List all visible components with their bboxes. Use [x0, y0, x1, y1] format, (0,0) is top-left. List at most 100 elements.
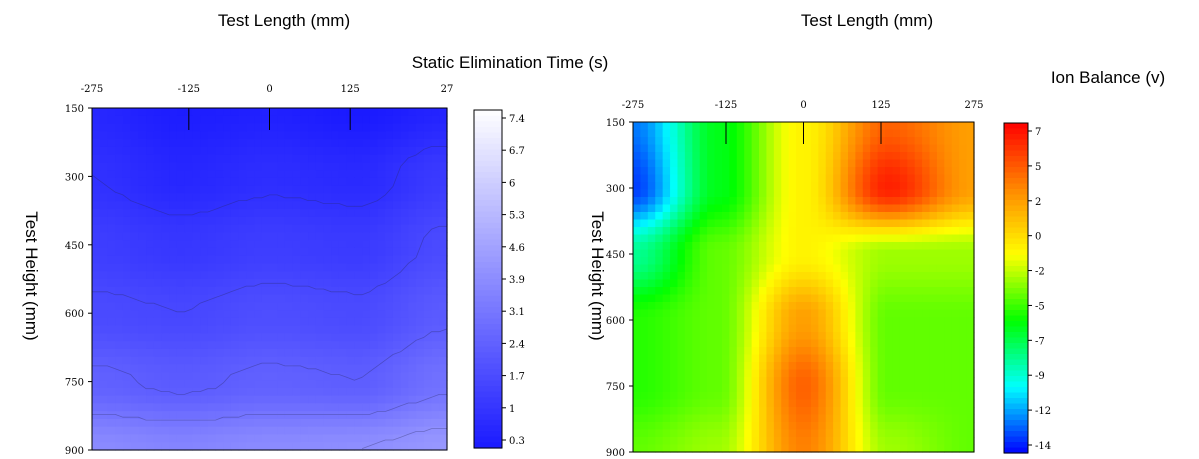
heatmap-cell [766, 384, 775, 393]
heatmap-cell [153, 372, 163, 381]
heatmap-cell [744, 422, 753, 431]
heatmap-cell [300, 341, 309, 350]
heatmap-cell [922, 332, 931, 341]
heatmap-cell [677, 167, 686, 176]
heatmap-cell [714, 324, 723, 333]
heatmap-cell [130, 209, 139, 218]
heatmap-cell [254, 434, 263, 443]
heatmap-cell [736, 384, 745, 393]
heatmap-cell [810, 399, 819, 408]
heatmap-cell [714, 377, 723, 386]
heatmap-cell [640, 242, 649, 251]
heatmap-cell [107, 434, 116, 443]
colorbar-segment [1004, 222, 1028, 229]
heatmap-cell [840, 324, 849, 333]
heatmap-cell [254, 341, 263, 350]
heatmap-cell [346, 348, 355, 358]
heatmap-cell [936, 272, 945, 281]
heatmap-cell [892, 332, 901, 341]
heatmap-cell [892, 407, 901, 416]
heatmap-cell [308, 348, 317, 358]
heatmap-cell [362, 317, 371, 327]
heatmap-cell [833, 324, 842, 333]
heatmap-cell [781, 377, 790, 386]
heatmap-cell [315, 403, 325, 412]
heatmap-cell [300, 294, 309, 303]
heatmap-cell [130, 418, 139, 428]
heatmap-cell [338, 395, 348, 404]
heatmap-cell [773, 257, 782, 266]
heatmap-cell [138, 115, 147, 125]
colorbar-tick-label: 0 [1035, 232, 1041, 243]
heatmap-cell [810, 339, 819, 348]
heatmap-cell [885, 324, 894, 333]
heatmap-cell [192, 356, 201, 366]
heatmap-cell [223, 395, 232, 404]
heatmap-cell [107, 348, 116, 358]
heatmap-cell [176, 426, 186, 436]
heatmap-cell [261, 216, 271, 226]
heatmap-cell [362, 162, 371, 171]
heatmap-cell [773, 167, 782, 176]
heatmap-cell [369, 286, 379, 296]
heatmap-cell [840, 167, 849, 176]
heatmap-cell [862, 332, 871, 341]
heatmap-cell [744, 167, 753, 176]
heatmap-cell [246, 224, 255, 233]
heatmap-cell [92, 294, 101, 303]
heatmap-cell [907, 182, 916, 191]
heatmap-cell [633, 257, 642, 266]
heatmap-cell [246, 426, 255, 436]
heatmap-cell [284, 255, 294, 265]
heatmap-cell [655, 444, 664, 453]
heatmap-cell [818, 167, 827, 176]
heatmap-cell [323, 193, 332, 202]
colorbar-segment [474, 121, 502, 128]
heatmap-cell [877, 414, 886, 423]
heatmap-cell [308, 162, 317, 171]
heatmap-cell [161, 170, 170, 179]
heatmap-cell [99, 325, 109, 335]
heatmap-cell [362, 131, 371, 140]
heatmap-cell [392, 387, 402, 397]
heatmap-cell [892, 392, 901, 401]
heatmap-cell [736, 369, 745, 378]
heatmap-cell [416, 131, 425, 140]
heatmap-cell [122, 154, 132, 164]
heatmap-cell [803, 422, 812, 431]
heatmap-cell [385, 356, 394, 366]
heatmap-cell [707, 362, 716, 371]
heatmap-cell [369, 294, 379, 303]
heatmap-cell [662, 204, 671, 213]
heatmap-cell [759, 219, 768, 228]
heatmap-cell [847, 414, 856, 423]
heatmap-cell [929, 384, 938, 393]
heatmap-cell [951, 204, 960, 213]
heatmap-cell [647, 129, 656, 138]
heatmap-cell [773, 294, 782, 303]
heatmap-cell [277, 146, 286, 156]
heatmap-cell [885, 257, 894, 266]
heatmap-cell [400, 201, 410, 210]
heatmap-cell [744, 384, 753, 393]
heatmap-cell [862, 294, 871, 303]
heatmap-cell [840, 429, 849, 438]
heatmap-cell [862, 264, 871, 273]
heatmap-cell [773, 429, 782, 438]
heatmap-cell [207, 123, 217, 132]
heatmap-cell [833, 332, 842, 341]
heatmap-cell [766, 122, 775, 131]
heatmap-cell [647, 122, 656, 131]
heatmap-cell [315, 442, 325, 451]
heatmap-cell [176, 263, 186, 272]
heatmap-cell [246, 434, 255, 443]
heatmap-cell [751, 414, 760, 423]
heatmap-cell [640, 197, 649, 206]
heatmap-cell [238, 348, 247, 358]
heatmap-cell [362, 341, 371, 350]
heatmap-cell [200, 263, 209, 272]
heatmap-cell [230, 418, 240, 428]
heatmap-cell [907, 407, 916, 416]
heatmap-cell [115, 348, 124, 358]
heatmap-cell [377, 263, 386, 272]
